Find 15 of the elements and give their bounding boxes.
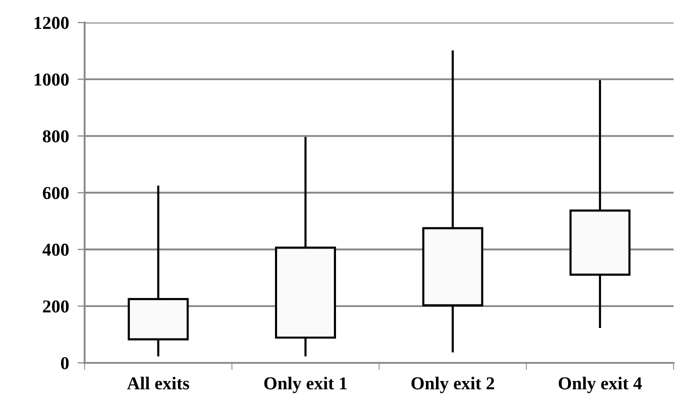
x-tick-label: All exits [127,376,190,390]
candlestick [422,49,484,354]
y-tick-label: 1200 [34,16,69,29]
y-tick-label: 200 [43,300,69,313]
x-tick-label: Only exit 1 [264,376,347,394]
y-tick-label: 400 [42,244,69,256]
y-tick-label: 800 [42,130,69,142]
candlestick [275,136,336,358]
x-tick-label: Only exit 4 [558,376,642,394]
y-tick-label: 600 [42,186,69,200]
candlestick [128,184,189,358]
y-tick-label: 1000 [34,74,69,86]
candlestick [569,79,630,330]
y-tick-label: 0 [61,357,69,370]
x-tick-label: Only exit 2 [412,376,494,394]
